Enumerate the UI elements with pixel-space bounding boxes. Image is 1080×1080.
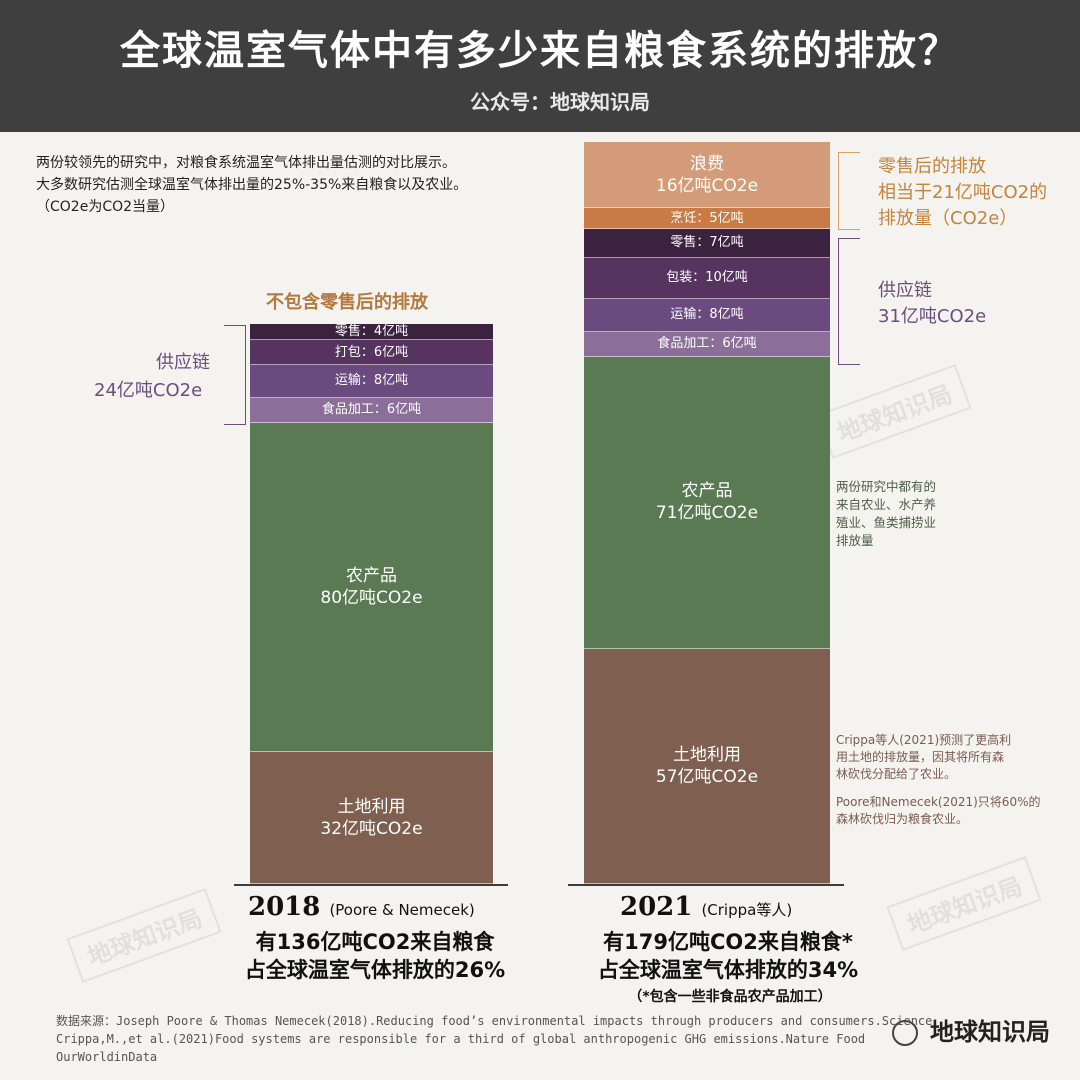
bar-value-label: 80亿吨CO2e — [320, 587, 423, 608]
land-note-1: Crippa等人(2021)预测了更高利 用土地的排放量，因其将所有森 林砍伐分… — [836, 732, 1011, 783]
bar-2021-land: 土地利用 57亿吨CO2e — [584, 649, 830, 884]
right-after-retail-brace — [838, 152, 860, 230]
bar-2018-processing: 食品加工：6亿吨 — [250, 397, 493, 423]
bar-value-label: 71亿吨CO2e — [655, 503, 759, 524]
left-supply-value: 24亿吨CO2e — [94, 380, 203, 401]
agri-note-line: 殖业、鱼类捕捞业 — [836, 515, 937, 530]
bar-2021-retail: 零售：7亿吨 — [584, 228, 830, 258]
bar-2018-packaging: 打包：6亿吨 — [250, 340, 493, 365]
bar-2018-agri: 农产品 80亿吨CO2e — [250, 422, 493, 753]
bar-value-label: 32亿吨CO2e — [320, 818, 423, 839]
right-supply-title: 供应链 — [878, 280, 932, 301]
land-note-line: 林砍伐分配给了农业。 — [836, 767, 957, 781]
summary-2021-line2: 占全球温室气体排放的34% — [597, 958, 859, 982]
baseline-2018 — [234, 884, 508, 886]
page-subtitle: 公众号：地球知识局 — [470, 90, 650, 114]
left-top-caption: 不包含零售后的排放 — [266, 292, 428, 313]
bar-2018-transport: 运输：8亿吨 — [250, 364, 493, 398]
bar-2018-land: 土地利用 32亿吨CO2e — [250, 752, 493, 884]
year-2018: 2018 — [248, 892, 321, 922]
left-supply-label: 供应链 — [140, 350, 210, 376]
bar-2021-processing: 食品加工：6亿吨 — [584, 331, 830, 357]
land-note-line: 森林砍伐归为粮食农业。 — [836, 812, 969, 826]
agri-note: 两份研究中都有的 来自农业、水产养 殖业、鱼类捕捞业 排放量 — [836, 478, 936, 550]
right-after-retail-line: 零售后的排放 — [878, 156, 986, 177]
bar-2021-cooking: 烹饪：5亿吨 — [584, 208, 830, 229]
bar-value-label: 57亿吨CO2e — [655, 767, 759, 788]
right-after-retail-line: 排放量（CO2e） — [878, 208, 1018, 229]
bar-label: 土地利用 — [337, 796, 406, 817]
year-2021: 2021 — [620, 892, 693, 922]
page-title: 全球温室气体中有多少来自粮食系统的排放？ — [120, 28, 960, 74]
bar-value-label: 16亿吨CO2e — [655, 175, 759, 196]
bar-label: 土地利用 — [673, 745, 741, 766]
source-line: 数据来源：Joseph Poore & Thomas Nemecek(2018)… — [56, 1014, 933, 1028]
bar-label: 浪费 — [690, 153, 724, 174]
source-line: OurWorldinData — [56, 1050, 158, 1064]
bar-label: 食品加工：6亿吨 — [657, 336, 757, 352]
right-supply-value: 31亿吨CO2e — [878, 306, 987, 327]
land-note-line: Crippa等人(2021)预测了更高利 — [836, 733, 1012, 747]
watermark: 地球知识局 — [886, 856, 1042, 951]
right-supply-brace — [838, 238, 860, 365]
logo-icon — [891, 1020, 918, 1046]
summary-2018: 有136亿吨CO2来自粮食 占全球温室气体排放的26% — [210, 928, 540, 984]
land-note-2: Poore和Nemecek(2021)只将60%的 森林砍伐归为粮食农业。 — [836, 794, 1040, 828]
bar-label: 烹饪：5亿吨 — [670, 210, 744, 226]
baseline-2021 — [568, 884, 844, 886]
right-after-retail-line: 相当于21亿吨CO2的 — [878, 182, 1048, 203]
watermark: 地球知识局 — [66, 888, 222, 983]
bar-label: 农产品 — [346, 565, 397, 586]
watermark: 地球知识局 — [816, 364, 972, 459]
source-2018: (Poore & Nemecek) — [329, 901, 475, 919]
bar-2021-waste: 浪费 16亿吨CO2e — [584, 142, 830, 209]
logo-text: 地球知识局 — [930, 1018, 1050, 1046]
bar-label: 食品加工：6亿吨 — [321, 402, 422, 418]
header-banner: 全球温室气体中有多少来自粮食系统的排放？ 公众号：地球知识局 — [0, 0, 1080, 132]
agri-note-line: 两份研究中都有的 — [836, 479, 937, 494]
bar-label: 打包：6亿吨 — [334, 344, 409, 360]
bar-label: 包装：10亿吨 — [666, 270, 748, 286]
intro-line: 大多数研究估测全球温室气体排出量的25%-35%来自粮食以及农业。 — [36, 177, 468, 193]
agri-note-line: 来自农业、水产养 — [836, 497, 937, 512]
bar-2021-transport: 运输：8亿吨 — [584, 298, 830, 332]
intro-line: （CO2e为CO2当量） — [36, 199, 175, 215]
land-note-line: 用土地的排放量，因其将所有森 — [836, 750, 1005, 764]
summary-2018-line1: 有136亿吨CO2来自粮食 — [255, 930, 495, 954]
bar-label: 运输：8亿吨 — [670, 307, 744, 323]
data-source: 数据来源：Joseph Poore & Thomas Nemecek(2018)… — [56, 1012, 1036, 1066]
bar-2021-packaging: 包装：10亿吨 — [584, 257, 830, 299]
intro-line: 两份较领先的研究中，对粮食系统温室气体排出量估测的对比展示。 — [36, 155, 456, 171]
agri-note-line: 排放量 — [836, 533, 874, 548]
left-supply-title: 供应链 — [156, 352, 210, 373]
summary-2021-line1: 有179亿吨CO2来自粮食* — [603, 930, 853, 954]
bar-label: 农产品 — [681, 481, 733, 502]
bar-label: 零售：4亿吨 — [334, 323, 409, 339]
source-2021: (Crippa等人) — [701, 901, 793, 919]
summary-2021: 有179亿吨CO2来自粮食* 占全球温室气体排放的34% — [548, 928, 908, 984]
year-label-2021: 2021 (Crippa等人) — [620, 892, 792, 922]
land-note-line: Poore和Nemecek(2021)只将60%的 — [836, 795, 1041, 809]
intro-text: 两份较领先的研究中，对粮食系统温室气体排出量估测的对比展示。 大多数研究估测全球… — [36, 152, 596, 218]
bar-2021-agri: 农产品 71亿吨CO2e — [584, 356, 830, 650]
footnote-2021: （*包含一些非食品农产品加工） — [628, 989, 832, 1005]
right-after-retail-label: 零售后的排放 相当于21亿吨CO2的 排放量（CO2e） — [878, 154, 1047, 232]
bar-2018-retail: 零售：4亿吨 — [250, 323, 493, 341]
right-supply-label: 供应链 31亿吨CO2e — [878, 278, 986, 330]
bar-label: 零售：7亿吨 — [670, 235, 744, 251]
year-label-2018: 2018 (Poore & Nemecek) — [248, 892, 475, 922]
source-line: Crippa,M.,et al.(2021)Food systems are r… — [56, 1032, 866, 1046]
left-supply-brace — [224, 325, 246, 425]
bar-label: 运输：8亿吨 — [334, 373, 409, 389]
brand-logo: 地球知识局 — [891, 1012, 1050, 1047]
summary-2018-line2: 占全球温室气体排放的26% — [244, 958, 506, 982]
